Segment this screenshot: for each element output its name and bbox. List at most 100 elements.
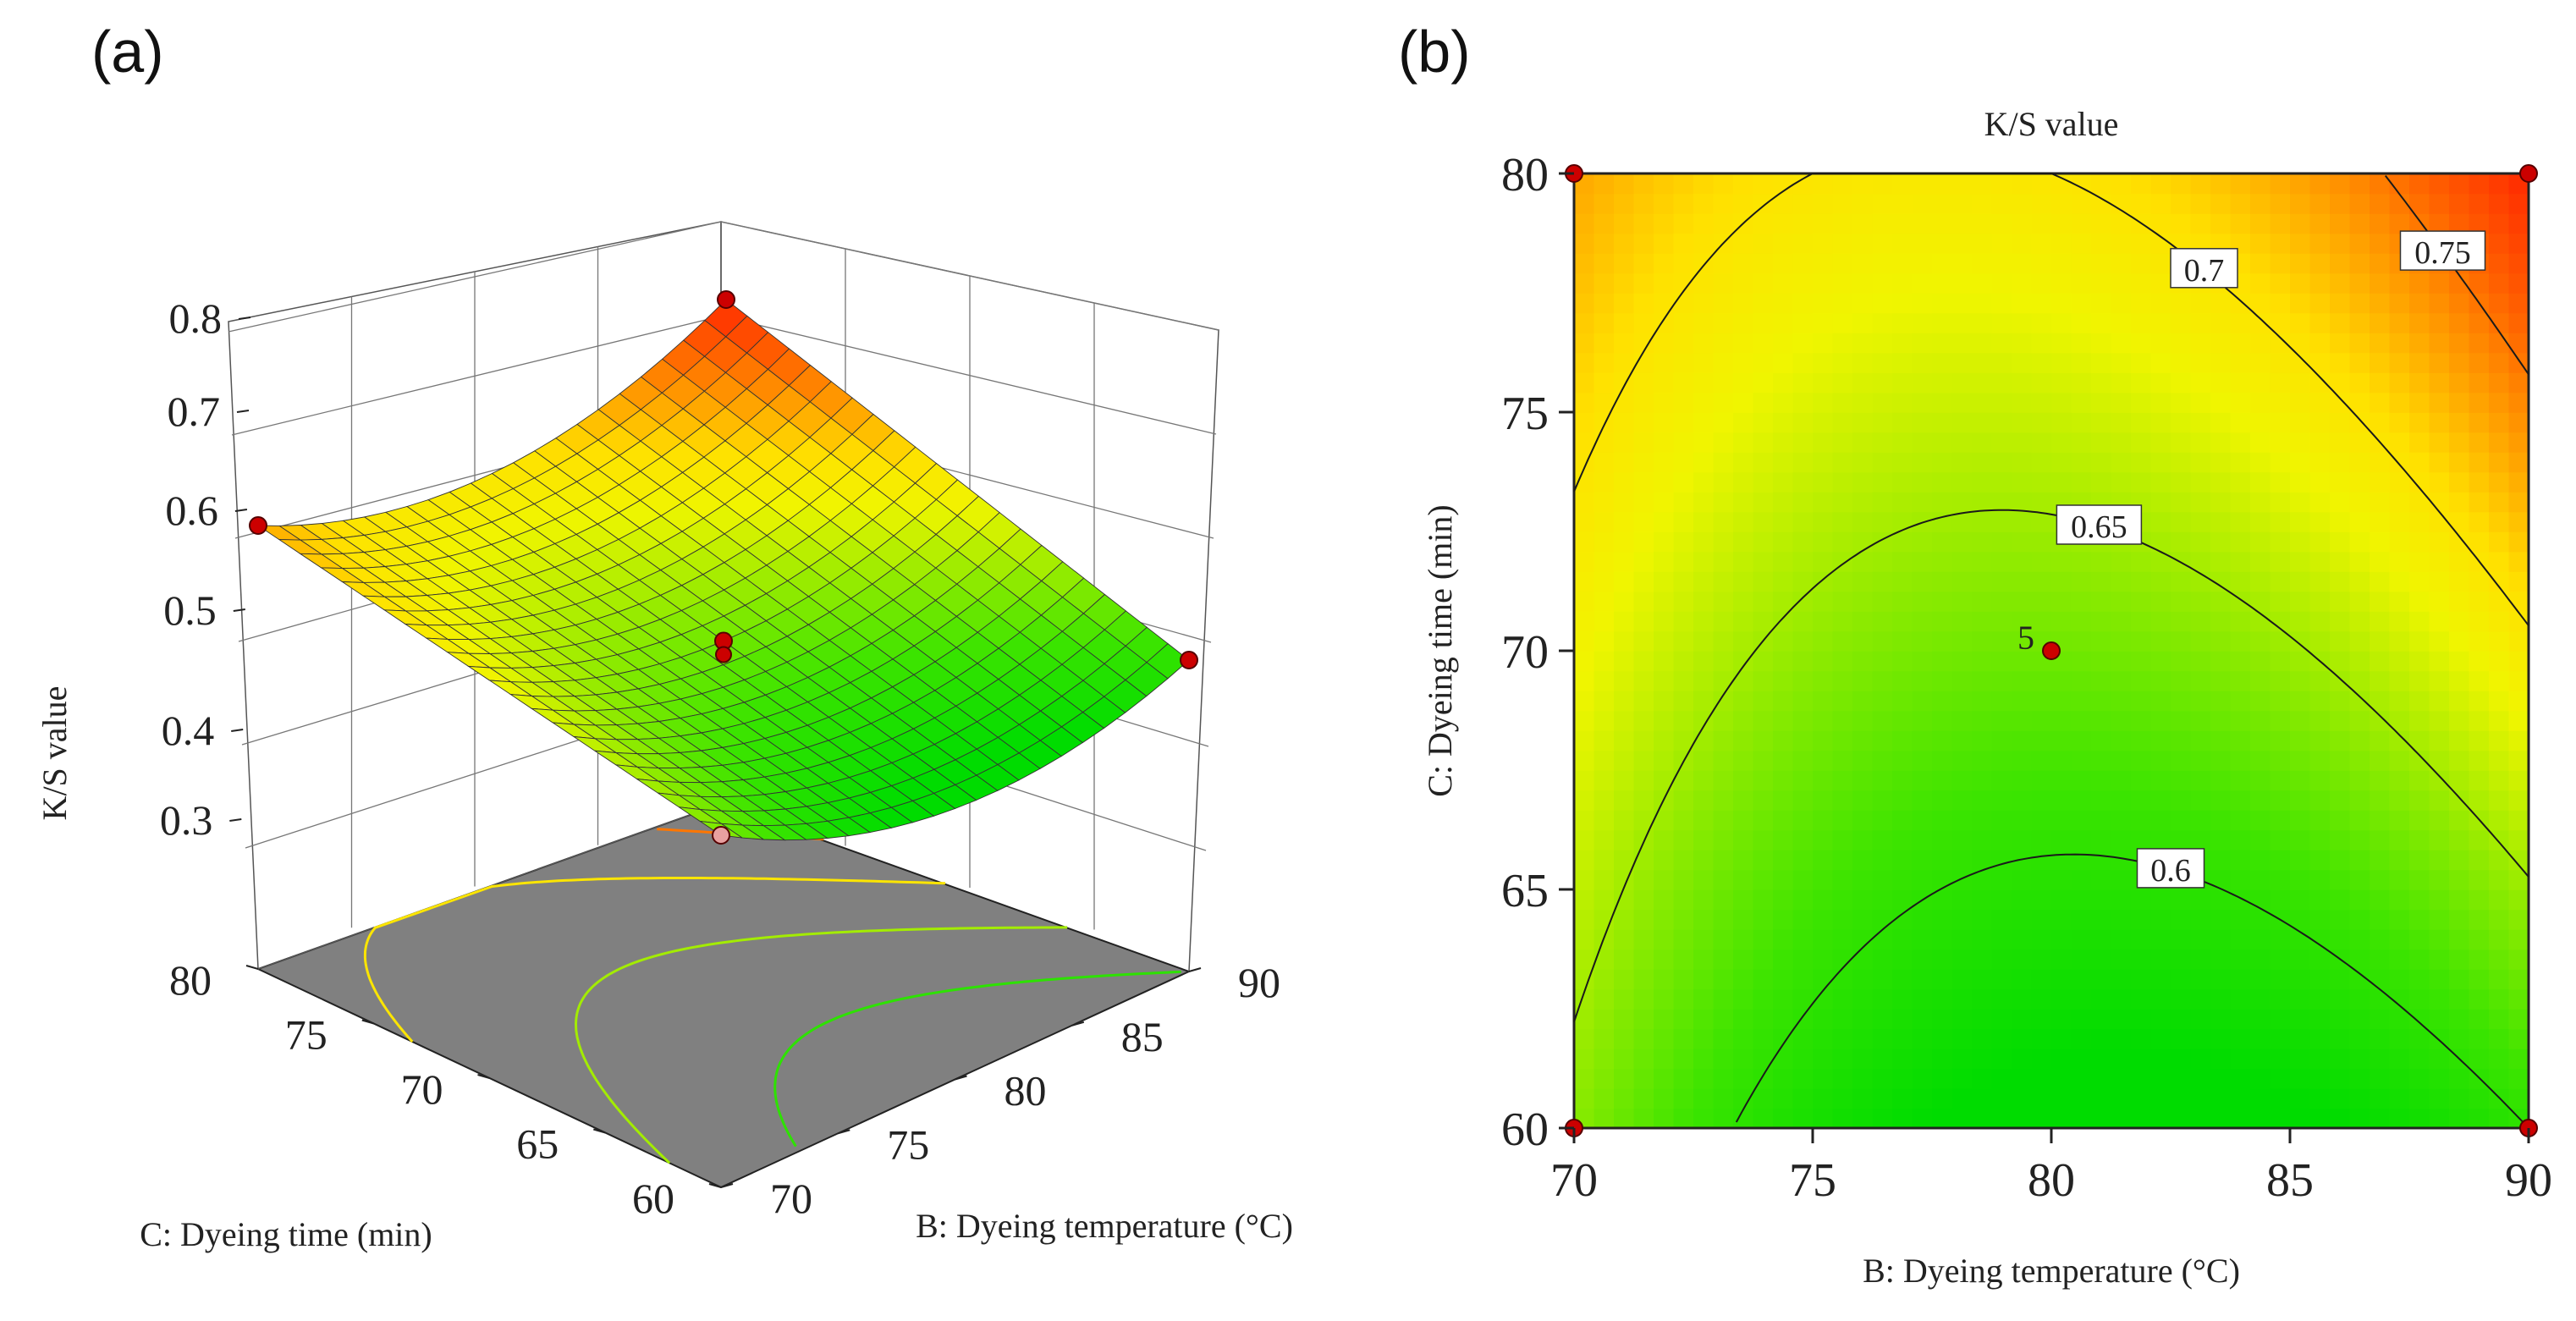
contour-field-cell xyxy=(2429,492,2450,513)
contour-field-cell xyxy=(1932,670,1953,691)
contour-field-cell xyxy=(2190,471,2211,493)
contour-field-cell xyxy=(1733,889,1754,911)
contour-field-cell xyxy=(2250,691,2271,712)
contour-field-cell xyxy=(2111,233,2132,254)
contour-field-cell xyxy=(2012,988,2033,1010)
contour-field-cell xyxy=(2349,412,2370,433)
contour-field-cell xyxy=(1852,1009,1874,1030)
contour-field-cell xyxy=(2290,829,2311,850)
contour-field-cell xyxy=(2031,372,2052,394)
contour-field-cell xyxy=(1753,272,1774,294)
contour-field-cell xyxy=(1912,531,1933,553)
contour-field-cell xyxy=(2489,691,2510,712)
contour-field-cell xyxy=(1654,531,1675,553)
contour-field-cell xyxy=(2150,432,2171,453)
contour-field-cell xyxy=(2031,889,2052,911)
response-surface xyxy=(256,299,1190,841)
contour-field-cell xyxy=(2349,988,2370,1010)
contour-field-cell xyxy=(2389,213,2410,234)
contour-field-cell xyxy=(1872,909,1893,930)
contour-field-cell xyxy=(2071,1028,2092,1049)
contour-field-cell xyxy=(2469,173,2490,195)
contour-field-cell xyxy=(2012,730,2033,751)
contour-field-cell xyxy=(2012,611,2033,632)
contour-field-cell xyxy=(1892,730,1913,751)
contour-field-cell xyxy=(2449,1108,2470,1129)
contour-field-cell xyxy=(1654,392,1675,413)
contour-field-cell xyxy=(1832,651,1853,672)
contour-field-cell xyxy=(2508,691,2529,712)
contour-field-cell xyxy=(1912,272,1933,294)
contour-field-cell xyxy=(1654,1028,1675,1049)
contour-field-cell xyxy=(1713,1049,1734,1070)
contour-field-cell xyxy=(1991,551,2012,572)
contour-field-cell xyxy=(1673,571,1694,592)
contour-field-cell xyxy=(2429,670,2450,691)
contour-field-cell xyxy=(2250,988,2271,1010)
contour-field-cell xyxy=(2150,730,2171,751)
contour-field-cell xyxy=(1813,272,1834,294)
contour-field-cell xyxy=(1991,233,2012,254)
temp-tick-mark xyxy=(1188,967,1202,972)
contour-field-cell xyxy=(2270,312,2291,333)
contour-field-cell xyxy=(1872,492,1893,513)
contour-field-cell xyxy=(1951,790,1973,811)
contour-field-cell xyxy=(1633,253,1654,274)
contour-field-cell xyxy=(1852,889,1874,911)
contour-field-cell xyxy=(1753,710,1774,731)
contour-field-cell xyxy=(2111,691,2132,712)
contour-field-cell xyxy=(1593,810,1615,831)
contour-field-cell xyxy=(2131,412,2152,433)
contour-field-cell xyxy=(2150,511,2171,532)
contour-field-cell xyxy=(1614,173,1635,195)
contour-field-cell xyxy=(1813,471,1834,493)
contour-field-cell xyxy=(1713,392,1734,413)
contour-field-cell xyxy=(2111,750,2132,771)
contour-field-cell xyxy=(2349,850,2370,871)
contour-field-cell xyxy=(1972,531,1993,553)
contour-field-cell xyxy=(2250,670,2271,691)
contour-field-cell xyxy=(1972,651,1993,672)
contour-field-cell xyxy=(1991,710,2012,731)
contour-field-cell xyxy=(2389,571,2410,592)
contour-field-cell xyxy=(1614,1028,1635,1049)
contour-field-cell xyxy=(2290,750,2311,771)
contour-field-cell xyxy=(1813,730,1834,751)
contour-field-cell xyxy=(2469,1049,2490,1070)
contour-field-cell xyxy=(1633,651,1654,672)
contour-field-cell xyxy=(2171,352,2192,373)
contour-field-cell xyxy=(1574,293,1595,314)
contour-field-cell xyxy=(1713,571,1734,592)
contour-field-cell xyxy=(2190,829,2211,850)
contour-field-cell xyxy=(2270,571,2291,592)
contour-field-cell xyxy=(2449,988,2470,1010)
contour-field-cell xyxy=(1951,909,1973,930)
contour-field-cell xyxy=(2210,173,2232,195)
contour-field-cell xyxy=(2210,969,2232,990)
contour-field-cell xyxy=(1832,272,1853,294)
contour-field-cell xyxy=(2190,173,2211,195)
contour-field-cell xyxy=(1951,333,1973,354)
contour-field-cell xyxy=(2091,909,2112,930)
contour-field-cell xyxy=(2290,611,2311,632)
contour-field-cell xyxy=(2171,750,2192,771)
contour-field-cell xyxy=(1693,372,1715,394)
contour-field-cell xyxy=(1773,1009,1794,1030)
contour-field-cell xyxy=(1633,889,1654,911)
contour-field-cell xyxy=(2370,810,2391,831)
contour-field-cell xyxy=(2091,1068,2112,1089)
contour-field-cell xyxy=(2330,551,2351,572)
contour-field-cell xyxy=(2429,372,2450,394)
contour-field-cell xyxy=(1733,1028,1754,1049)
contour-field-cell xyxy=(2071,850,2092,871)
contour-field-cell xyxy=(1972,850,1993,871)
contour-field-cell xyxy=(2230,551,2251,572)
contour-field-cell xyxy=(2389,173,2410,195)
contour-field-cell xyxy=(1753,730,1774,751)
contour-field-cell xyxy=(2290,869,2311,890)
contour-field-cell xyxy=(2429,869,2450,890)
contour-field-cell xyxy=(2370,571,2391,592)
contour-field-cell xyxy=(2031,1009,2052,1030)
contour-field-cell xyxy=(1912,233,1933,254)
contour-field-cell xyxy=(1792,333,1814,354)
